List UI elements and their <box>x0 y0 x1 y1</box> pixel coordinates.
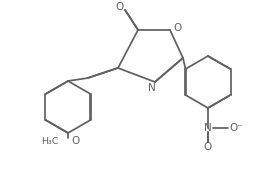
Text: O: O <box>116 2 124 12</box>
Text: O⁻: O⁻ <box>229 123 243 133</box>
Text: O: O <box>72 136 80 146</box>
Text: N: N <box>204 123 212 133</box>
Text: O: O <box>204 142 212 152</box>
Text: O: O <box>174 23 182 33</box>
Text: H₃C: H₃C <box>41 137 59 146</box>
Text: N: N <box>148 83 156 93</box>
